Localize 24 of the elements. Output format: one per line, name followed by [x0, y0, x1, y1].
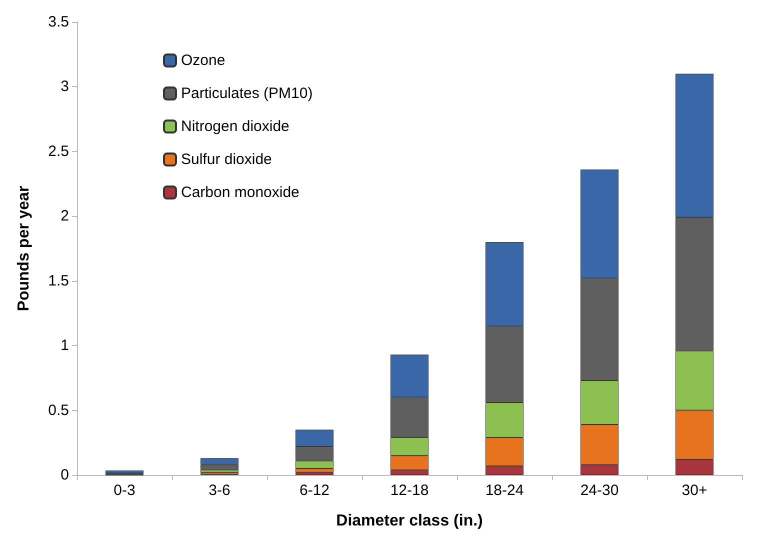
y-tick-label: 3.5 — [48, 14, 69, 30]
y-tick-label: 2 — [60, 208, 69, 225]
y-tick-label: 1 — [60, 337, 69, 354]
legend-label: Ozone — [181, 52, 226, 69]
legend-label: Nitrogen dioxide — [181, 118, 290, 135]
y-tick-label: 0.5 — [48, 402, 69, 419]
y-tick-label: 1.5 — [48, 272, 69, 290]
x-tick-label: 24-30 — [580, 482, 619, 499]
y-tick-label: 0 — [60, 466, 69, 484]
x-tick-label: 30+ — [682, 482, 708, 499]
legend-label: Carbon monoxide — [181, 184, 300, 201]
bar — [106, 470, 144, 474]
x-tick-label: 12-18 — [390, 482, 429, 499]
bar — [296, 472, 334, 475]
x-tick-label: 0-3 — [114, 482, 136, 499]
x-axis-title: Diameter class (in.) — [336, 512, 483, 530]
legend-label: Sulfur dioxide — [181, 151, 272, 168]
y-tick-label: 2.5 — [48, 142, 69, 160]
legend-label: Particulates (PM10) — [181, 85, 313, 102]
x-tick-label: 3-6 — [208, 482, 230, 499]
y-axis-title: Pounds per year — [16, 186, 32, 312]
y-tick-label: 3 — [60, 78, 69, 96]
x-tick-label: 6-12 — [299, 482, 330, 499]
x-tick-label: 18-24 — [485, 482, 524, 499]
